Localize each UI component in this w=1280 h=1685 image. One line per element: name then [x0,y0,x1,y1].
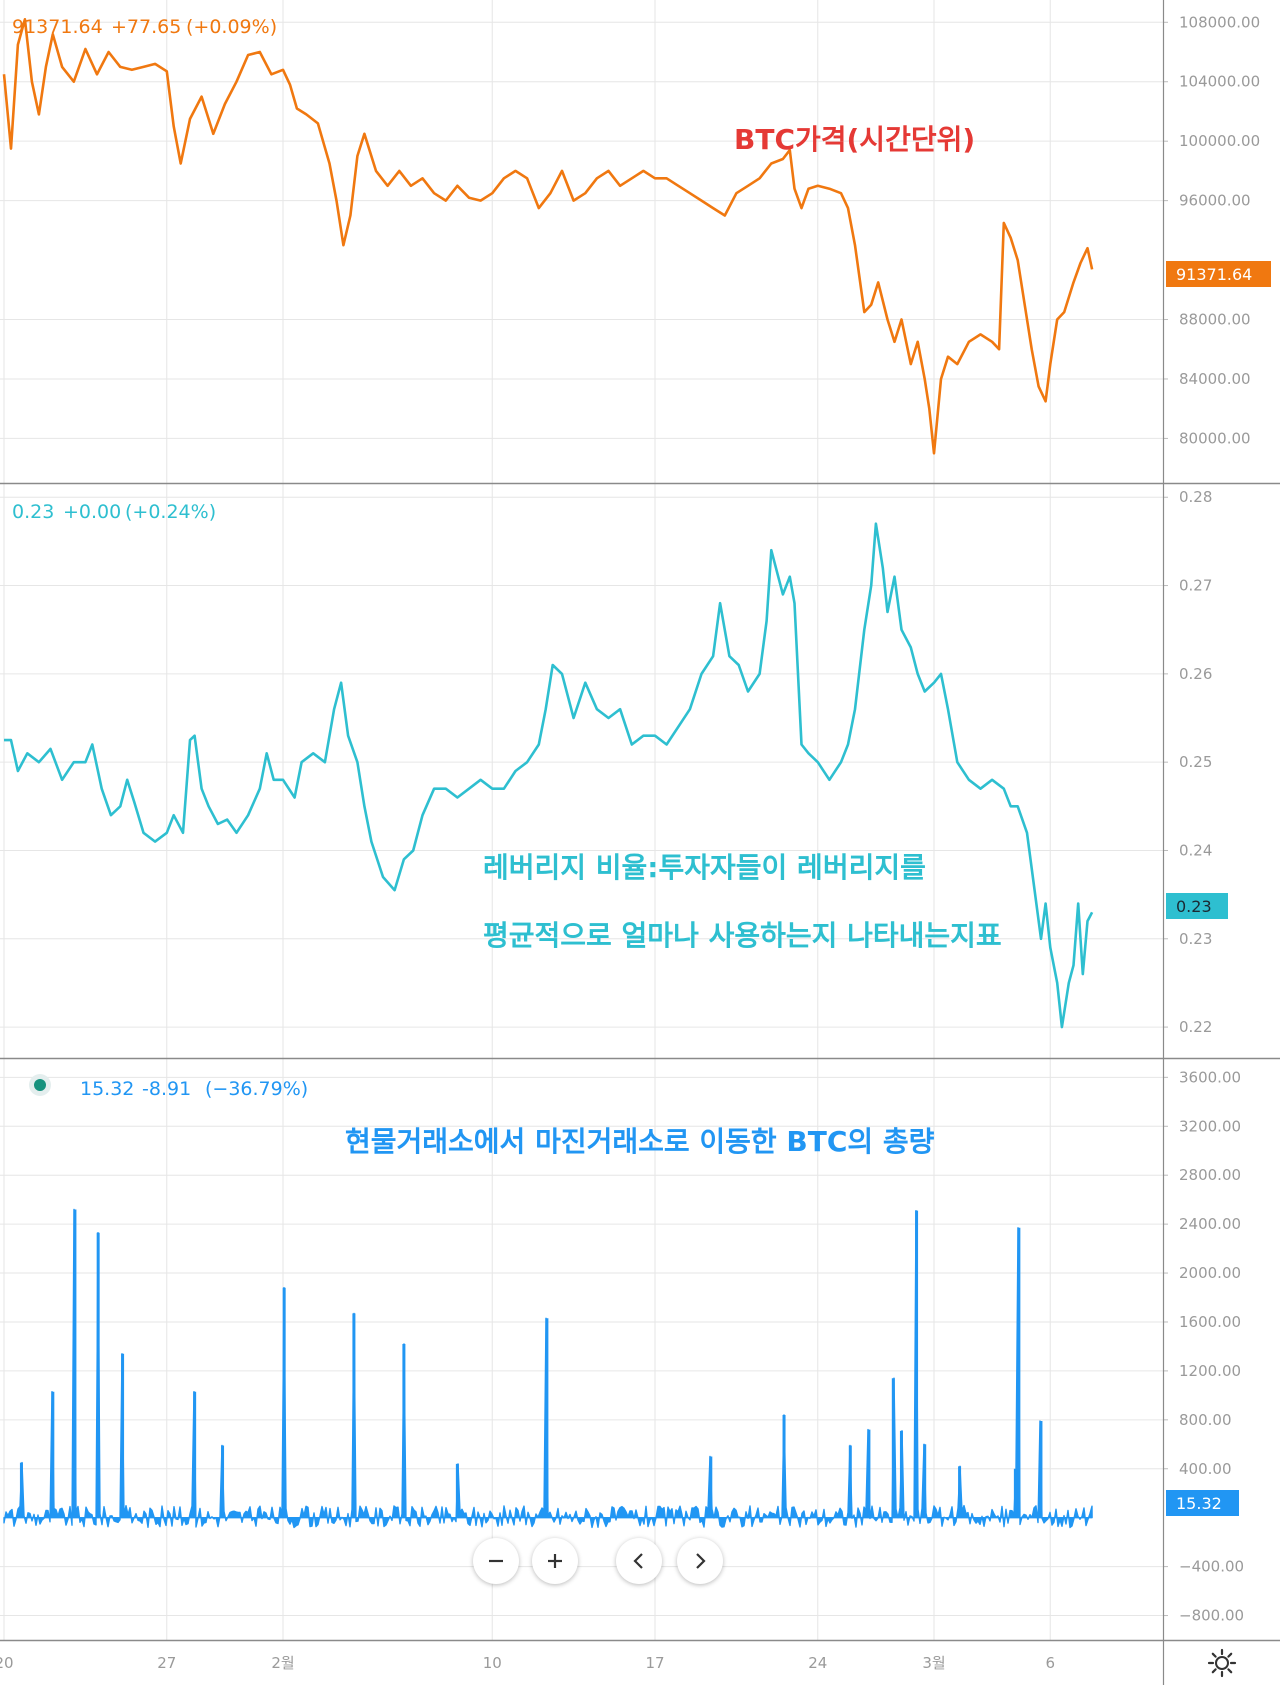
y-tick-label: 1600.00 [1179,1313,1241,1331]
zoom-out-button[interactable] [473,1538,519,1584]
svg-text:15.32: 15.32 [1176,1494,1222,1513]
y-tick-label: 2800.00 [1179,1166,1241,1184]
series-layer [2,18,1094,1529]
y-tick-label: 0.27 [1179,577,1212,595]
chevron-right-icon [696,1553,706,1569]
price-header-value: 91371.64 [12,16,103,38]
chevron-left-icon [633,1553,643,1569]
y-tick-label: 400.00 [1179,1460,1232,1478]
y-tick-label: 3200.00 [1179,1117,1241,1135]
settings-gear-icon[interactable] [1207,1648,1237,1678]
leverage-header-value: 0.23 [12,501,54,523]
y-tick-label: 0.25 [1179,753,1212,771]
y-tick-label: 3600.00 [1179,1068,1241,1086]
grid-layer [0,0,1163,1640]
leverage-annotation-line-2: 평균적으로 얼마나 사용하는지 나타내는지표 [483,919,1002,952]
scroll-left-button[interactable] [616,1538,662,1584]
btc-price-line [2,18,1094,455]
scroll-right-button[interactable] [677,1538,723,1584]
x-tick-label: 20 [0,1654,14,1672]
minus-icon [489,1559,503,1563]
leverage-header-percent: (+0.24%) [125,501,216,523]
y-tick-label: 80000.00 [1179,429,1251,447]
y-tick-label: 108000.00 [1179,13,1260,31]
y-tick-label: 800.00 [1179,1411,1232,1429]
y-tick-label: 0.23 [1179,930,1212,948]
x-tick-label: 17 [645,1654,664,1672]
plus-icon [548,1554,562,1568]
x-tick-label: 3월 [922,1654,945,1672]
svg-text:0.23: 0.23 [1176,897,1212,916]
svg-text:91371.64: 91371.64 [1176,265,1252,284]
flow-header-value: 15.32 [80,1078,134,1100]
leverage-annotation-line-1: 레버리지 비율:투자자들이 레버리지를 [483,851,926,884]
price-header-percent: (+0.09%) [186,16,277,38]
y-tick-label: −800.00 [1179,1607,1244,1625]
flow-series-dot-inner [34,1079,46,1091]
price-header-change: +77.65 [111,16,181,38]
y-tick-label: 0.28 [1179,488,1212,506]
leverage-last-value-tag: 0.23 [1166,893,1228,919]
flow-header-change: -8.91 [142,1078,191,1100]
y-tick-label: 88000.00 [1179,311,1251,329]
y-tick-label: −400.00 [1179,1558,1244,1576]
flow-header-percent: (−36.79%) [205,1078,308,1100]
flow-last-value-tag: 15.32 [1166,1490,1239,1516]
axis-layer: 20 27 2월 10 17 24 3월 6 108000.00 104000.00 100000.… [0,13,1260,1672]
y-tick-label: 96000.00 [1179,192,1251,210]
x-tick-label: 24 [808,1654,827,1672]
y-tick-label: 2400.00 [1179,1215,1241,1233]
price-annotation: BTC가격(시간단위) [734,123,975,156]
price-last-value-tag: 91371.64 [1166,261,1271,287]
x-tick-label: 6 [1045,1654,1055,1672]
y-tick-label: 100000.00 [1179,132,1260,150]
x-tick-label: 2월 [271,1654,294,1672]
leverage-ratio-line [4,522,1094,1029]
x-tick-label: 27 [157,1654,176,1672]
y-tick-label: 2000.00 [1179,1264,1241,1282]
y-tick-label: 1200.00 [1179,1362,1241,1380]
y-tick-label: 84000.00 [1179,370,1251,388]
flow-annotation: 현물거래소에서 마진거래소로 이동한 BTC의 총량 [345,1125,935,1158]
y-tick-label: 0.24 [1179,841,1212,859]
leverage-header-change: +0.00 [63,501,121,523]
y-tick-label: 104000.00 [1179,73,1260,91]
x-tick-label: 10 [483,1654,502,1672]
y-tick-label: 0.22 [1179,1018,1212,1036]
y-tick-label: 0.26 [1179,665,1212,683]
zoom-in-button[interactable] [532,1538,578,1584]
